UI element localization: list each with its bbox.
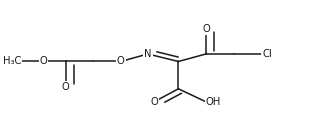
Text: Cl: Cl (262, 49, 272, 59)
Text: OH: OH (206, 97, 221, 107)
Text: N: N (144, 49, 152, 59)
Text: O: O (202, 24, 210, 34)
Text: O: O (62, 82, 69, 92)
Text: O: O (150, 97, 158, 107)
Text: H₃C: H₃C (3, 56, 22, 67)
Text: O: O (117, 56, 125, 67)
Text: O: O (40, 56, 48, 67)
